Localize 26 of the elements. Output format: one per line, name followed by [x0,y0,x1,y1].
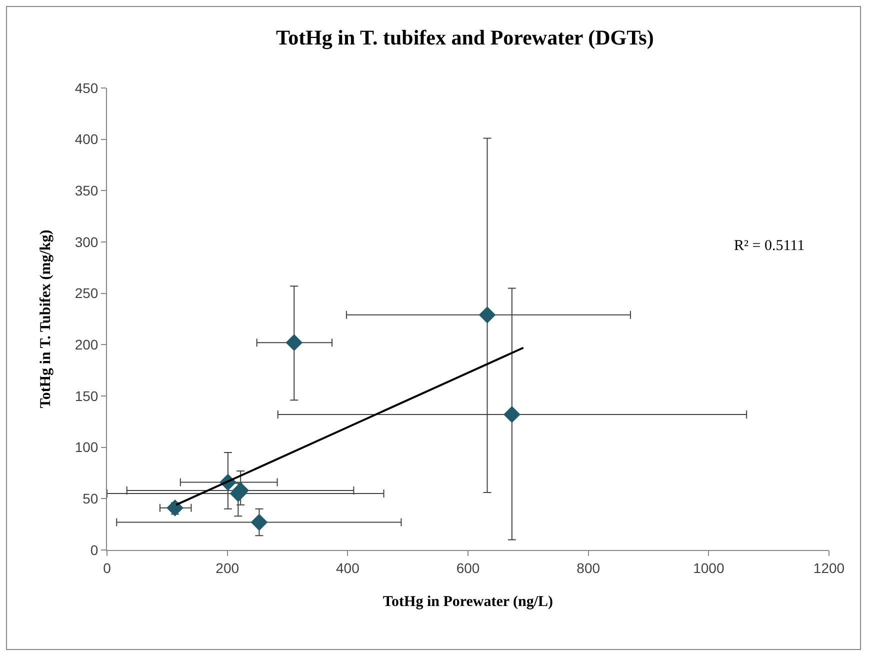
y-tick-label: 250 [74,285,98,302]
y-tick-label: 0 [90,542,98,558]
x-tick-label: 1200 [813,560,845,576]
y-tick-label: 150 [74,388,98,404]
y-tick-label: 200 [74,336,98,353]
annotation: R² = 0.5111 [734,238,805,254]
y-tick-label: 100 [74,439,98,456]
point [250,514,268,531]
x-tick-label: 200 [216,560,240,576]
x-tick-label: 400 [336,560,360,576]
y-tick-label: 400 [74,131,98,148]
point [286,334,303,352]
x-tick-label: 600 [456,560,480,576]
x-tick-label: 0 [103,560,112,576]
point [478,306,496,324]
x-tick-label: 1000 [693,560,724,576]
x-tick-label: 800 [576,560,600,576]
point [503,406,520,423]
y-tick-label: 300 [74,234,98,250]
y-tick-label: 350 [74,182,98,199]
chart-title: TotHg in T. tubifex and Porewater (DGTs) [276,25,654,50]
y-axis-title: TotHg in T. Tubifex (mg/kg) [38,230,54,408]
y-tick-label: 450 [74,80,98,96]
x-axis-title: TotHg in Porewater (ng/L) [382,594,554,610]
point [166,499,184,516]
y-tick-label: 50 [82,490,98,507]
